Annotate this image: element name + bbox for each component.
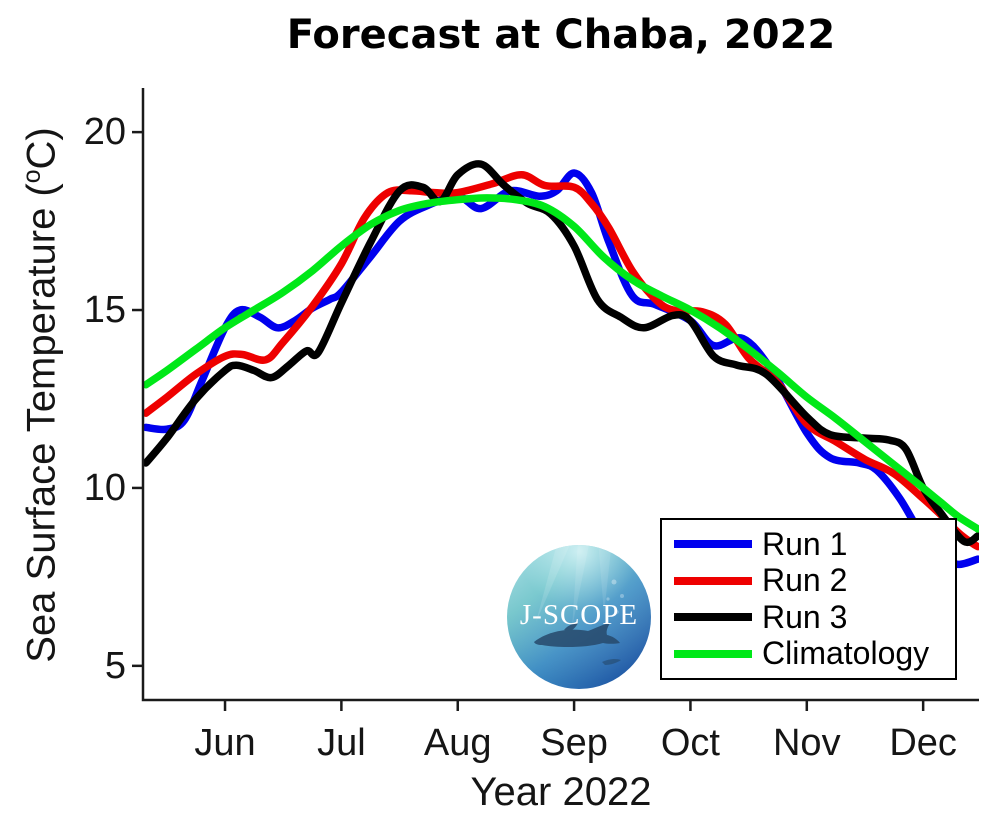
jscope-logo-text: J-SCOPE xyxy=(520,599,638,631)
x-tick-label: Oct xyxy=(660,722,720,764)
data-curves xyxy=(143,160,979,569)
x-tick-label: Nov xyxy=(772,722,841,764)
chart-title: Forecast at Chaba, 2022 xyxy=(286,12,836,58)
legend-item: Run 2 xyxy=(674,562,955,599)
legend-item: Run 3 xyxy=(674,599,955,635)
legend-line-swatch xyxy=(674,576,752,585)
series-line-run-2 xyxy=(143,171,979,551)
legend-line-swatch xyxy=(674,613,752,622)
legend-item: Run 1 xyxy=(674,526,955,562)
bubbles-icon xyxy=(606,579,624,614)
series-line-climatology xyxy=(143,194,979,533)
legend-label: Run 1 xyxy=(762,525,848,562)
legend-item: Climatology xyxy=(674,635,955,672)
y-tick-label: 20 xyxy=(83,111,126,154)
fish-icon xyxy=(534,623,621,665)
x-tick-label: Aug xyxy=(423,722,492,764)
x-tick-label: Sep xyxy=(540,722,608,764)
legend-label: Climatology xyxy=(762,635,930,672)
y-tick-label: 5 xyxy=(104,644,126,687)
y-tick-label: 15 xyxy=(83,289,126,332)
y-axis-label: Sea Surface Temperature (oC) xyxy=(19,127,64,663)
jscope-logo-image: J-SCOPE xyxy=(507,545,651,689)
legend-label: Run 3 xyxy=(762,598,848,635)
x-tick-label: Dec xyxy=(889,722,957,764)
x-tick-label: Jul xyxy=(317,722,366,764)
series-line-run-1 xyxy=(143,169,979,569)
degree-superscript: o xyxy=(19,169,46,184)
legend-line-swatch xyxy=(674,540,752,549)
axes xyxy=(132,88,979,711)
y-tick-label: 10 xyxy=(83,466,126,509)
light-rays-icon xyxy=(536,545,612,628)
legend-line-swatch xyxy=(674,649,752,658)
x-tick-label: Jun xyxy=(194,722,256,764)
legend-label: Run 2 xyxy=(762,562,848,599)
legend: Run 1 Run 2 Run 3 Climatology xyxy=(660,518,957,680)
jscope-logo: J-SCOPE xyxy=(506,544,652,690)
x-axis-label: Year 2022 xyxy=(470,770,652,814)
axis-lines xyxy=(141,88,979,702)
